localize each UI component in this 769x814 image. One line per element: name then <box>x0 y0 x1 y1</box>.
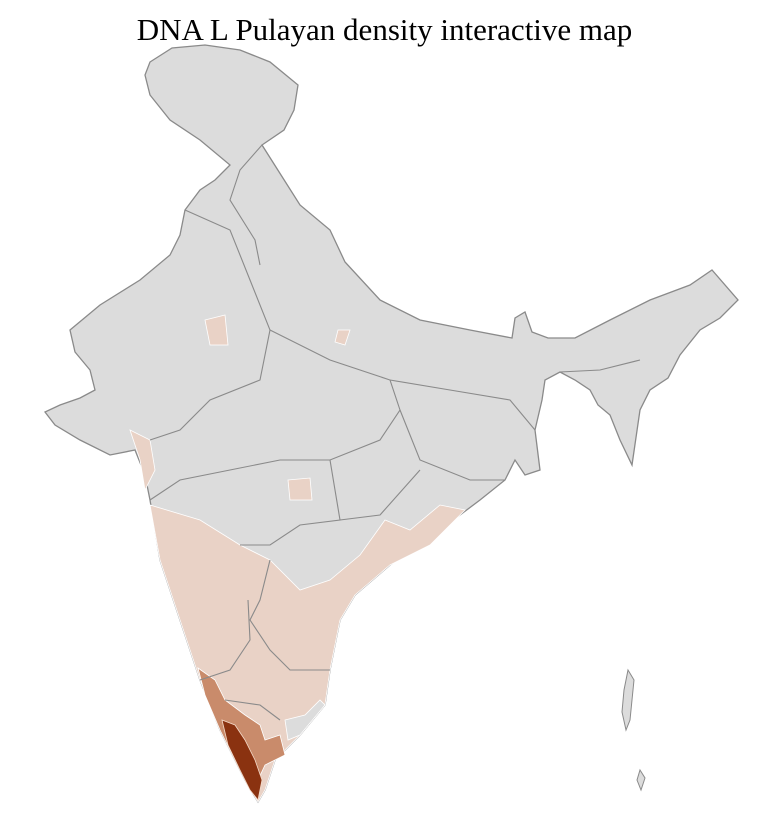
region-tn-nodata[interactable] <box>284 699 326 741</box>
map-title: DNA L Pulayan density interactive map <box>136 12 633 47</box>
nicobar-islands[interactable] <box>636 768 646 792</box>
region-rajasthan[interactable] <box>204 314 229 346</box>
andaman-islands[interactable] <box>621 668 635 732</box>
state-borders <box>149 144 641 721</box>
region-gujarat-coast[interactable] <box>129 429 156 492</box>
region-up[interactable] <box>334 329 351 346</box>
region-high-kerala[interactable] <box>221 719 263 801</box>
region-mp[interactable] <box>287 477 313 501</box>
region-medium[interactable] <box>197 667 286 781</box>
